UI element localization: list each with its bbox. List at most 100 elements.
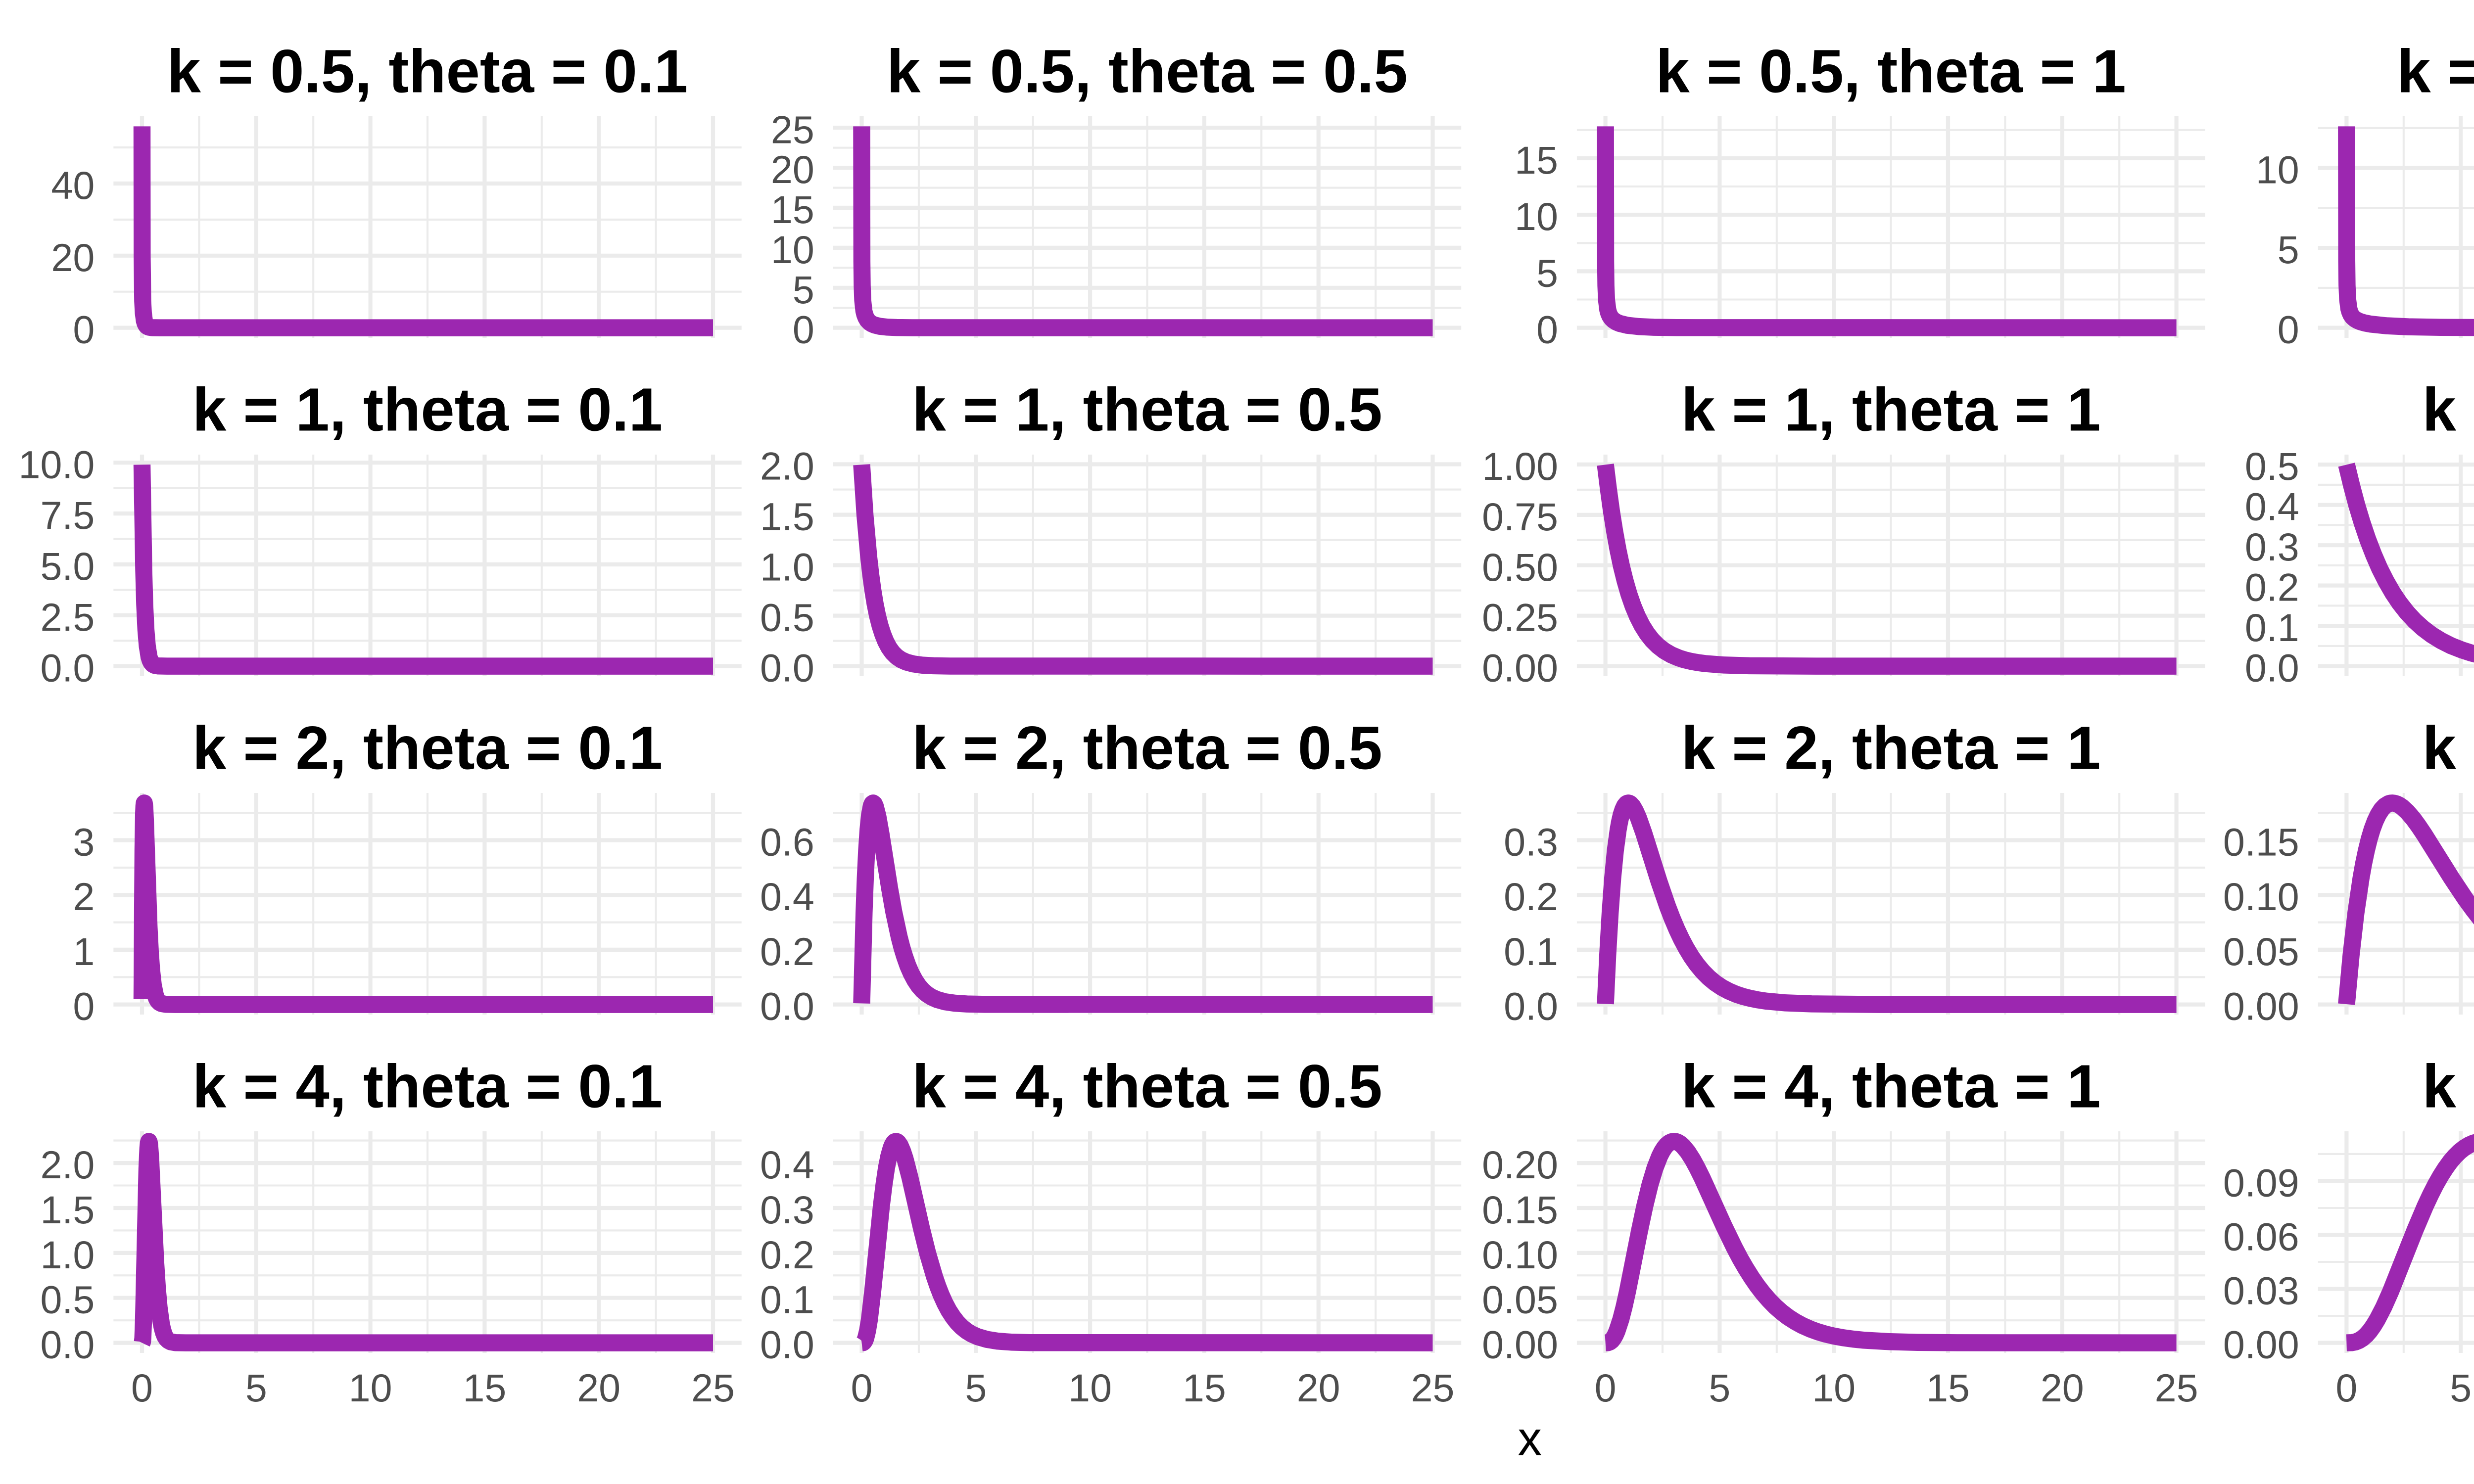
svg-text:0.1: 0.1 — [2245, 605, 2299, 649]
svg-text:1.0: 1.0 — [760, 545, 814, 589]
svg-text:25: 25 — [2155, 1366, 2198, 1410]
svg-text:0.1: 0.1 — [1504, 929, 1558, 974]
svg-text:5: 5 — [1709, 1366, 1730, 1410]
svg-text:1.5: 1.5 — [40, 1188, 95, 1232]
svg-text:5: 5 — [245, 1366, 267, 1410]
svg-text:15: 15 — [1183, 1366, 1226, 1410]
svg-text:0.1: 0.1 — [760, 1278, 814, 1322]
svg-text:0.4: 0.4 — [760, 1143, 814, 1187]
svg-text:15: 15 — [1515, 138, 1558, 182]
svg-text:3: 3 — [73, 820, 95, 864]
svg-text:0: 0 — [851, 1366, 873, 1410]
svg-text:0.3: 0.3 — [760, 1188, 814, 1232]
svg-text:0.00: 0.00 — [2223, 984, 2299, 1028]
svg-text:0.0: 0.0 — [40, 1323, 95, 1367]
svg-text:0.10: 0.10 — [1482, 1233, 1558, 1277]
svg-text:0.6: 0.6 — [760, 820, 814, 864]
svg-text:k = 0.5, theta = 0.5: k = 0.5, theta = 0.5 — [887, 38, 1408, 106]
svg-text:10: 10 — [1812, 1366, 1856, 1410]
svg-text:0.0: 0.0 — [2245, 646, 2299, 690]
svg-text:20: 20 — [771, 147, 814, 191]
svg-text:2.0: 2.0 — [760, 444, 814, 488]
svg-text:5: 5 — [1536, 251, 1558, 295]
svg-text:k = 2, theta = 0.5: k = 2, theta = 0.5 — [912, 715, 1382, 783]
svg-text:15: 15 — [771, 187, 814, 232]
svg-text:0.2: 0.2 — [2245, 565, 2299, 609]
svg-text:0: 0 — [131, 1366, 153, 1410]
svg-text:0.4: 0.4 — [2245, 485, 2299, 529]
svg-text:25: 25 — [1411, 1366, 1455, 1410]
svg-text:0: 0 — [793, 308, 814, 352]
svg-text:10: 10 — [1515, 194, 1558, 238]
svg-text:20: 20 — [51, 235, 95, 279]
svg-text:10: 10 — [349, 1366, 392, 1410]
svg-text:0.5: 0.5 — [40, 1278, 95, 1322]
svg-text:k = 1, theta = 0.5: k = 1, theta = 0.5 — [912, 376, 1382, 444]
svg-text:0: 0 — [2278, 308, 2299, 352]
svg-text:10: 10 — [1068, 1366, 1112, 1410]
svg-text:5: 5 — [2278, 228, 2299, 272]
svg-text:2: 2 — [73, 875, 95, 919]
svg-text:k = 4, theta = 2: k = 4, theta = 2 — [2423, 1053, 2474, 1121]
svg-text:x: x — [1518, 1412, 1542, 1466]
svg-text:0.00: 0.00 — [2223, 1323, 2299, 1367]
svg-text:20: 20 — [2041, 1366, 2084, 1410]
svg-text:10.0: 10.0 — [19, 442, 95, 486]
svg-text:0.0: 0.0 — [1504, 984, 1558, 1028]
svg-text:0.05: 0.05 — [2223, 929, 2299, 974]
svg-text:0.5: 0.5 — [760, 596, 814, 640]
svg-text:k = 4, theta = 1: k = 4, theta = 1 — [1681, 1053, 2101, 1121]
svg-text:0.2: 0.2 — [760, 1233, 814, 1277]
svg-text:40: 40 — [51, 163, 95, 207]
svg-text:0.3: 0.3 — [1504, 820, 1558, 864]
svg-text:0.00: 0.00 — [1482, 646, 1558, 690]
svg-text:7.5: 7.5 — [40, 493, 95, 537]
svg-text:20: 20 — [577, 1366, 620, 1410]
svg-text:k = 2, theta = 1: k = 2, theta = 1 — [1681, 715, 2101, 783]
svg-text:1: 1 — [73, 929, 95, 974]
svg-text:25: 25 — [691, 1366, 735, 1410]
svg-text:0.15: 0.15 — [2223, 820, 2299, 864]
svg-text:10: 10 — [2256, 148, 2299, 192]
svg-text:0.00: 0.00 — [1482, 1323, 1558, 1367]
svg-text:0: 0 — [1536, 308, 1558, 352]
svg-text:0: 0 — [1595, 1366, 1617, 1410]
svg-text:k = 0.5, theta = 2: k = 0.5, theta = 2 — [2397, 38, 2474, 106]
svg-text:5: 5 — [793, 268, 814, 312]
svg-text:0.2: 0.2 — [760, 929, 814, 974]
svg-text:0.06: 0.06 — [2223, 1215, 2299, 1259]
svg-text:k = 4, theta = 0.5: k = 4, theta = 0.5 — [912, 1053, 1382, 1121]
svg-text:0: 0 — [73, 308, 95, 352]
svg-text:5: 5 — [2450, 1366, 2472, 1410]
svg-text:0.0: 0.0 — [40, 646, 95, 690]
svg-text:0.10: 0.10 — [2223, 875, 2299, 919]
svg-text:k = 2, theta = 0.1: k = 2, theta = 0.1 — [192, 715, 663, 783]
svg-text:0.0: 0.0 — [760, 984, 814, 1028]
svg-text:25: 25 — [771, 107, 814, 151]
svg-text:0.25: 0.25 — [1482, 596, 1558, 640]
svg-text:0.03: 0.03 — [2223, 1269, 2299, 1313]
svg-text:0.75: 0.75 — [1482, 495, 1558, 539]
svg-text:k = 4, theta = 0.1: k = 4, theta = 0.1 — [192, 1053, 663, 1121]
svg-text:k = 1, theta = 2: k = 1, theta = 2 — [2423, 376, 2474, 444]
svg-text:0.50: 0.50 — [1482, 545, 1558, 589]
svg-text:0.20: 0.20 — [1482, 1143, 1558, 1187]
svg-text:15: 15 — [1926, 1366, 1970, 1410]
svg-text:k = 1, theta = 1: k = 1, theta = 1 — [1681, 376, 2101, 444]
svg-text:15: 15 — [463, 1366, 506, 1410]
svg-text:0.0: 0.0 — [760, 646, 814, 690]
svg-text:1.5: 1.5 — [760, 495, 814, 539]
svg-text:0.5: 0.5 — [2245, 444, 2299, 488]
svg-text:0: 0 — [2335, 1366, 2357, 1410]
svg-text:1.00: 1.00 — [1482, 444, 1558, 488]
svg-text:2.0: 2.0 — [40, 1143, 95, 1187]
svg-text:0.09: 0.09 — [2223, 1160, 2299, 1205]
svg-text:0.2: 0.2 — [1504, 875, 1558, 919]
svg-text:0.3: 0.3 — [2245, 525, 2299, 569]
svg-text:1.0: 1.0 — [40, 1233, 95, 1277]
svg-text:k = 2, theta = 2: k = 2, theta = 2 — [2423, 715, 2474, 783]
svg-text:0: 0 — [73, 984, 95, 1028]
svg-text:k = 0.5, theta = 1: k = 0.5, theta = 1 — [1656, 38, 2126, 106]
svg-text:5.0: 5.0 — [40, 544, 95, 588]
svg-text:10: 10 — [771, 228, 814, 272]
